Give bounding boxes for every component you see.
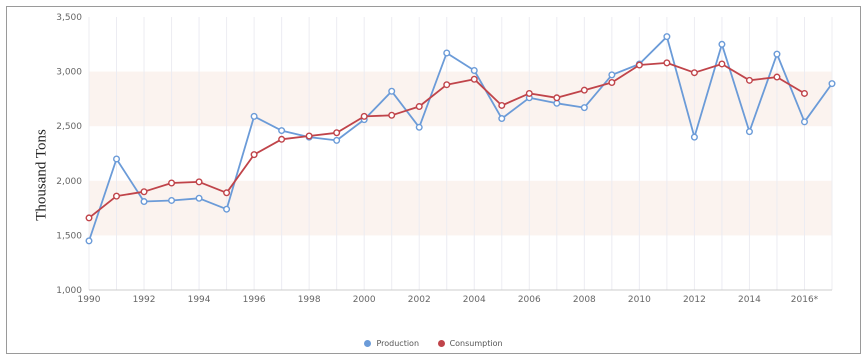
data-point-consumption <box>168 179 176 187</box>
data-point-consumption <box>113 192 121 200</box>
y-tick-label: 3,500 <box>56 13 82 23</box>
series-line-production <box>88 35 833 242</box>
data-point-production <box>828 80 836 88</box>
data-point-production <box>250 112 258 120</box>
data-point-production <box>415 123 423 131</box>
x-tick-label: 2008 <box>573 295 596 305</box>
legend-item-consumption[interactable]: Consumption <box>437 339 503 348</box>
consumption-swatch <box>437 340 445 347</box>
data-point-production <box>388 87 396 95</box>
data-point-consumption <box>608 79 616 87</box>
x-tick-label: 2016* <box>791 295 819 305</box>
data-point-production <box>223 205 231 213</box>
data-point-production <box>663 33 671 41</box>
y-tick-label: 1,500 <box>56 231 82 241</box>
x-tick-label: 1994 <box>188 295 211 305</box>
data-point-production <box>140 198 148 206</box>
data-point-consumption <box>223 189 231 197</box>
legend-item-production[interactable]: Production <box>364 339 419 348</box>
data-point-consumption <box>305 132 313 140</box>
data-point-production <box>608 71 616 79</box>
data-point-production <box>498 115 506 123</box>
x-tick-label: 2000 <box>353 295 376 305</box>
x-tick-label: 1998 <box>298 295 321 305</box>
data-point-consumption <box>635 61 643 69</box>
x-tick-label: 2014 <box>738 295 761 305</box>
x-tick-label: 2010 <box>628 295 651 305</box>
data-point-consumption <box>553 94 561 102</box>
legend-label-consumption: Consumption <box>449 339 503 348</box>
data-point-consumption <box>718 60 726 68</box>
y-tick-label: 1,000 <box>56 286 82 296</box>
data-point-consumption <box>85 214 93 222</box>
y-tick-label: 3,000 <box>56 68 82 78</box>
production-swatch <box>364 340 372 347</box>
data-point-production <box>443 49 451 57</box>
data-point-consumption <box>580 86 588 94</box>
data-point-consumption <box>525 89 533 97</box>
legend: Production Consumption <box>0 339 867 349</box>
x-tick-label: 1996 <box>243 295 266 305</box>
data-point-consumption <box>498 101 506 109</box>
data-point-consumption <box>333 129 341 137</box>
data-point-production <box>800 118 808 126</box>
x-tick-label: 1990 <box>78 295 101 305</box>
data-point-consumption <box>773 73 781 81</box>
data-point-production <box>168 196 176 204</box>
x-tick-label: 2004 <box>463 295 486 305</box>
data-point-production <box>773 50 781 58</box>
band-1 <box>89 71 832 127</box>
data-point-production <box>333 136 341 144</box>
data-point-consumption <box>140 188 148 196</box>
data-point-consumption <box>690 69 698 77</box>
data-point-production <box>745 128 753 136</box>
data-point-consumption <box>278 135 286 143</box>
data-point-consumption <box>800 89 808 97</box>
data-point-production <box>85 237 93 245</box>
data-point-production <box>278 127 286 135</box>
data-point-production <box>195 194 203 202</box>
y-tick-label: 2,000 <box>56 177 82 187</box>
data-point-consumption <box>470 75 478 83</box>
x-tick-label: 1992 <box>133 295 156 305</box>
data-point-consumption <box>663 59 671 67</box>
x-tick-label: 2012 <box>683 295 706 305</box>
data-point-consumption <box>745 76 753 84</box>
y-tick-label: 2,500 <box>56 122 82 132</box>
legend-label-production: Production <box>376 339 420 348</box>
x-tick-label: 2002 <box>408 295 431 305</box>
data-point-production <box>690 133 698 141</box>
data-point-consumption <box>250 151 258 159</box>
data-point-production <box>718 40 726 48</box>
data-point-production <box>470 67 478 75</box>
data-point-consumption <box>195 178 203 186</box>
data-point-production <box>113 155 121 163</box>
band-0 <box>89 180 832 236</box>
data-point-production <box>580 104 588 112</box>
data-point-consumption <box>443 81 451 89</box>
x-tick-label: 2006 <box>518 295 541 305</box>
data-point-consumption <box>415 103 423 111</box>
data-point-consumption <box>388 111 396 119</box>
data-point-consumption <box>360 112 368 120</box>
